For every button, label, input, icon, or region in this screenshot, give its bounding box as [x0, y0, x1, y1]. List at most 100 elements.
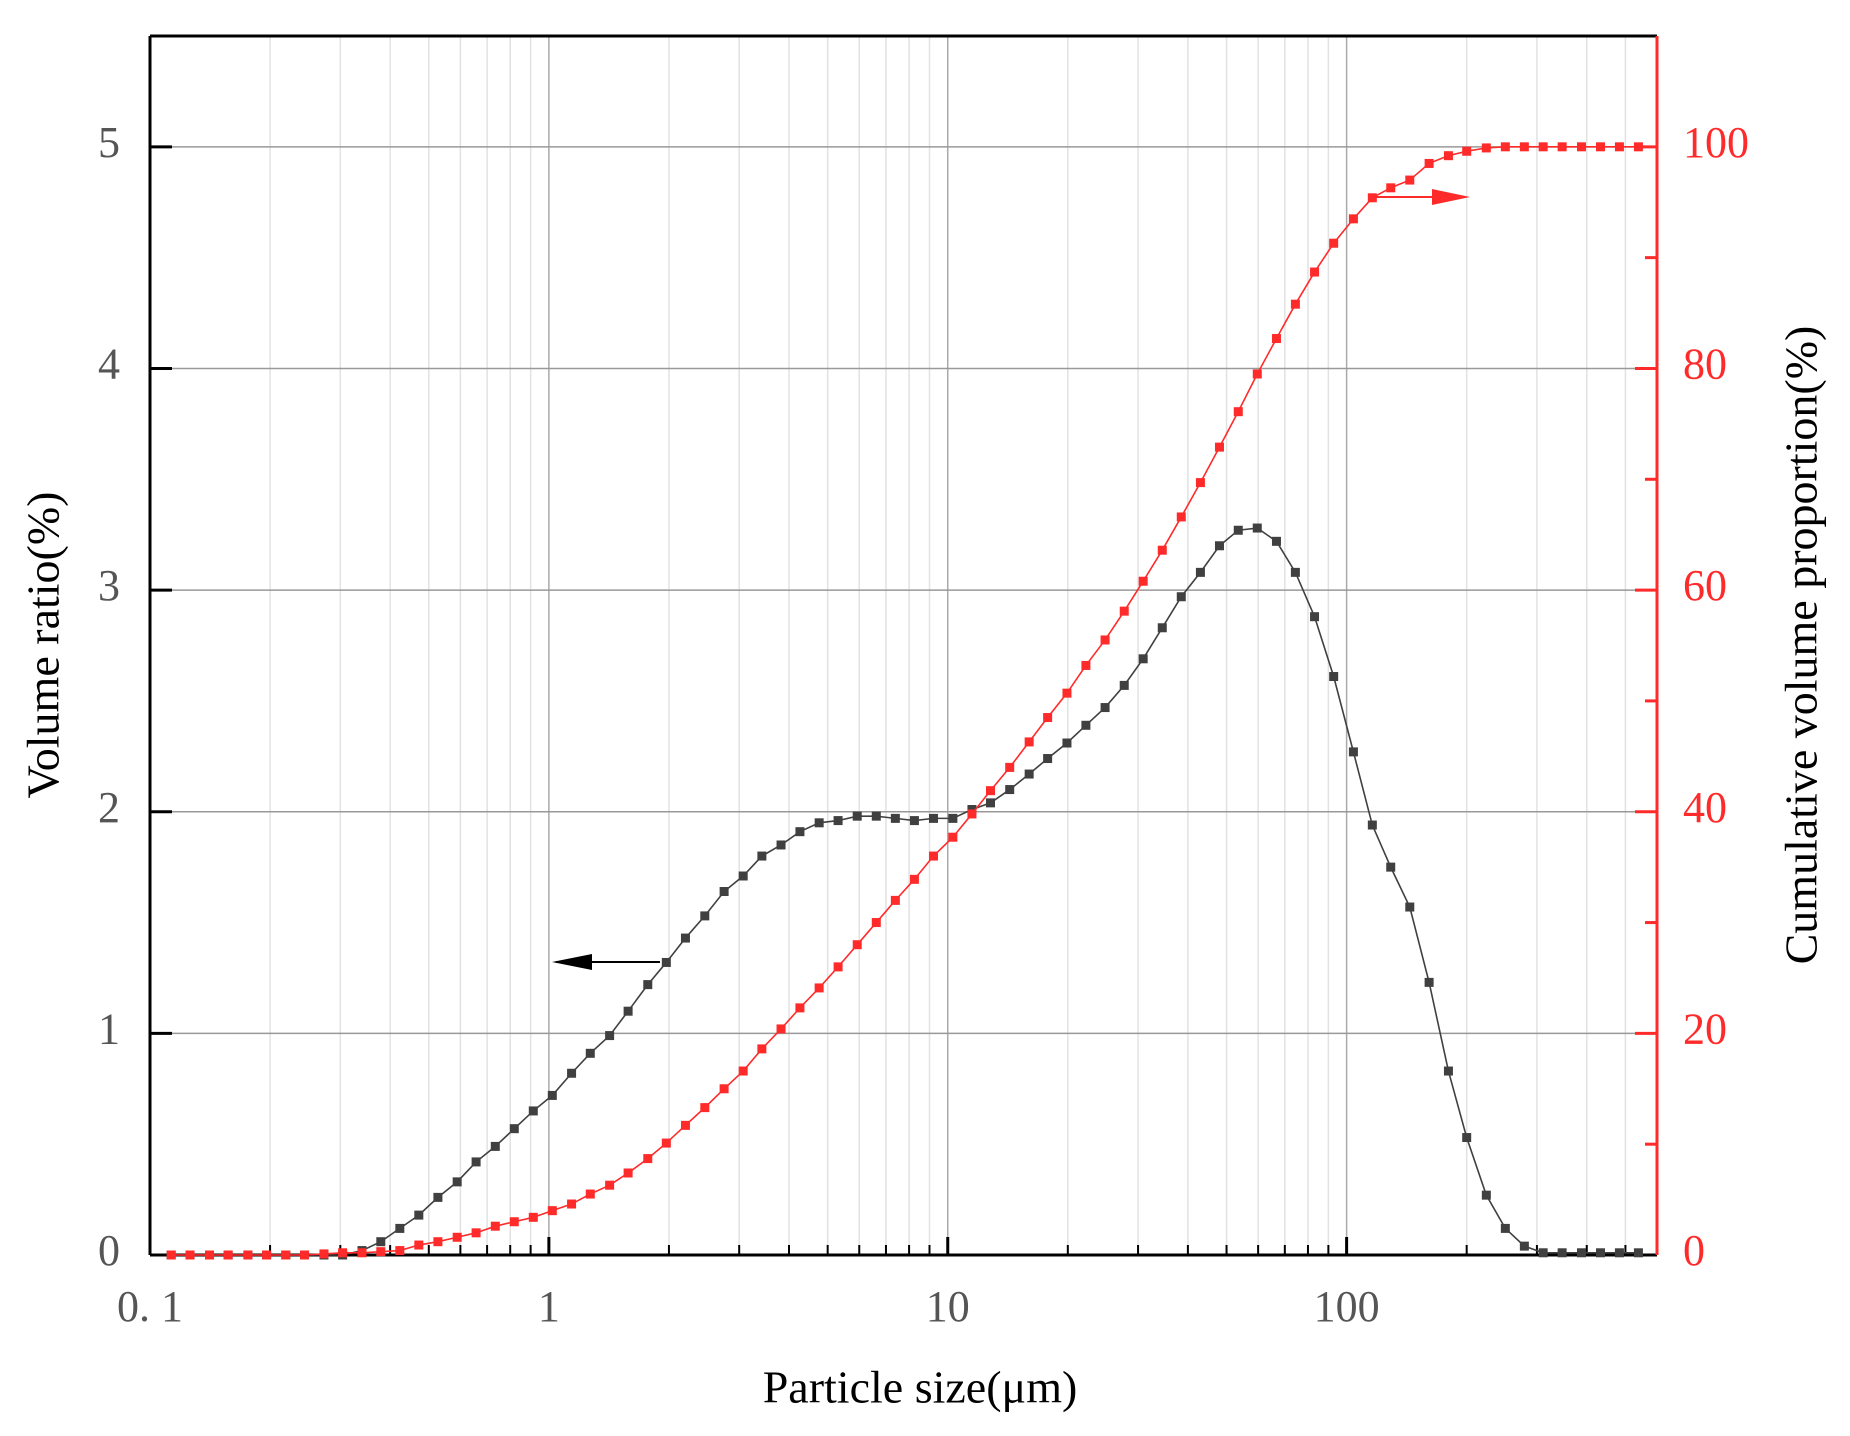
left-arrow-head — [552, 954, 592, 970]
point — [1519, 1241, 1529, 1251]
point — [1614, 142, 1624, 152]
point — [1157, 545, 1167, 555]
point — [890, 895, 900, 905]
point — [1424, 977, 1434, 987]
point — [490, 1221, 500, 1231]
point — [1348, 747, 1358, 757]
point — [719, 887, 729, 897]
point — [776, 840, 786, 850]
point — [1271, 334, 1281, 344]
y-tick-label: 4 — [98, 340, 120, 389]
point — [1119, 680, 1129, 690]
point — [928, 851, 938, 861]
point — [1233, 525, 1243, 535]
x-tick-label: 1 — [538, 1282, 560, 1331]
point — [1538, 1248, 1548, 1258]
point — [928, 813, 938, 823]
point — [433, 1192, 443, 1202]
point — [1119, 606, 1129, 616]
y2-tick-label: 100 — [1683, 118, 1749, 167]
point — [738, 1066, 748, 1076]
point — [1271, 536, 1281, 546]
point — [1290, 299, 1300, 309]
point — [1195, 478, 1205, 488]
point — [1386, 862, 1396, 872]
point — [452, 1177, 462, 1187]
y2-tick-label: 20 — [1683, 1004, 1727, 1053]
point — [1024, 769, 1034, 779]
point — [1595, 142, 1605, 152]
point — [948, 832, 958, 842]
point — [1100, 635, 1110, 645]
point — [1214, 541, 1224, 551]
point — [1500, 142, 1510, 152]
point — [376, 1247, 386, 1257]
point — [1081, 660, 1091, 670]
point — [1081, 720, 1091, 730]
point — [1233, 407, 1243, 417]
point — [205, 1250, 215, 1260]
point — [1138, 654, 1148, 664]
point — [1481, 1190, 1491, 1200]
point — [1100, 703, 1110, 713]
point — [1614, 1248, 1624, 1258]
point — [967, 809, 977, 819]
point — [414, 1210, 424, 1220]
point — [986, 786, 996, 796]
point — [1310, 612, 1320, 622]
point — [585, 1048, 595, 1058]
point — [1633, 1248, 1643, 1258]
point — [1252, 523, 1262, 533]
point — [1557, 142, 1567, 152]
point — [243, 1250, 253, 1260]
point — [1367, 820, 1377, 830]
point — [680, 933, 690, 943]
x-tick-label: 10 — [926, 1282, 970, 1331]
point — [1595, 1248, 1605, 1258]
point — [1538, 142, 1548, 152]
point — [757, 851, 767, 861]
point — [833, 962, 843, 972]
point — [1062, 738, 1072, 748]
point — [1633, 142, 1643, 152]
point — [814, 818, 824, 828]
point — [547, 1090, 557, 1100]
point — [1176, 592, 1186, 602]
point — [1348, 214, 1358, 224]
point — [414, 1240, 424, 1250]
point — [1329, 238, 1339, 248]
point — [1290, 567, 1300, 577]
point — [567, 1199, 577, 1209]
point — [1557, 1248, 1567, 1258]
point — [1576, 142, 1586, 152]
point — [1176, 512, 1186, 522]
point — [1329, 672, 1339, 682]
point — [490, 1141, 500, 1151]
point — [395, 1246, 405, 1256]
point — [1462, 146, 1472, 156]
point — [166, 1250, 176, 1260]
point — [509, 1217, 519, 1227]
point — [661, 1138, 671, 1148]
point — [1024, 737, 1034, 747]
series-line — [171, 527, 1639, 1256]
point — [1214, 442, 1224, 452]
point — [871, 811, 881, 821]
point — [1138, 576, 1148, 586]
point — [281, 1250, 291, 1260]
point — [1481, 143, 1491, 153]
point — [1576, 1248, 1586, 1258]
point — [1500, 1223, 1510, 1233]
y2-tick-label: 0 — [1683, 1226, 1705, 1275]
point — [661, 957, 671, 967]
point — [1043, 754, 1053, 764]
point — [1252, 369, 1262, 379]
point — [948, 813, 958, 823]
axes: 0. 1 1 10 100 0 1 2 3 4 5 0 20 40 60 80 100 — [98, 34, 1749, 1331]
point — [1005, 785, 1015, 795]
y-tick-label: 2 — [98, 783, 120, 832]
point — [376, 1237, 386, 1247]
point — [795, 1003, 805, 1013]
point — [1386, 183, 1396, 193]
